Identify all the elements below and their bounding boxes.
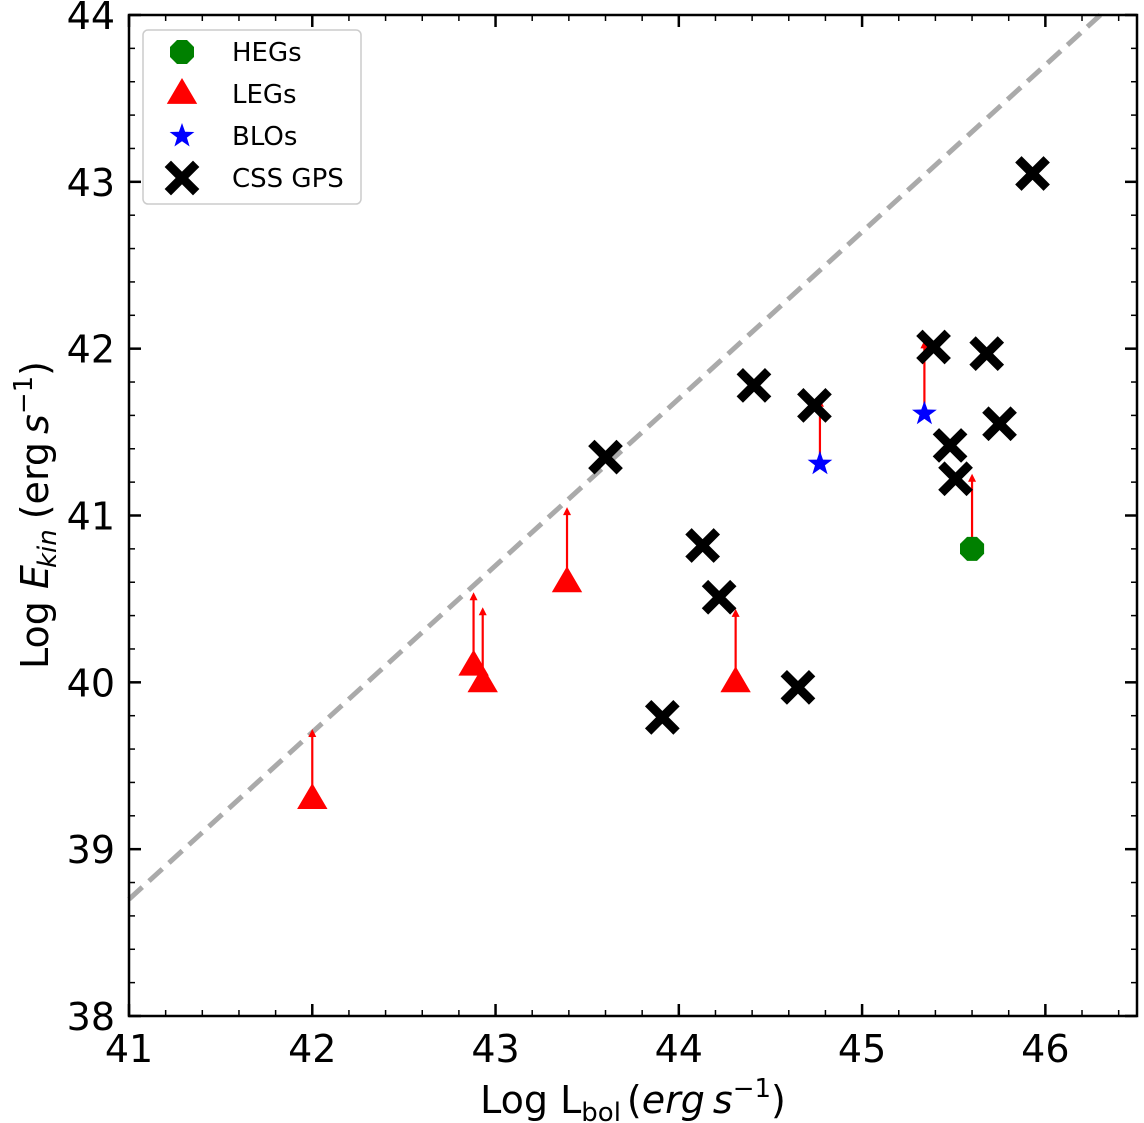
x-tick-label: 43	[471, 1027, 519, 1071]
point-css-gps	[1015, 156, 1050, 191]
legend-marker-blos	[169, 123, 195, 147]
limit-arrow-head	[968, 473, 977, 482]
limit-arrow-head	[920, 340, 929, 349]
reference-line	[127, 13, 1103, 902]
x-tick-label: 42	[288, 1027, 336, 1071]
legend-label: CSS GPS	[232, 164, 344, 194]
point-css-gps	[932, 428, 968, 463]
legend-label: HEGs	[232, 38, 302, 68]
y-axis-label: Log E˙kin(ergs−1)	[0, 361, 63, 669]
point-blos	[807, 450, 833, 475]
limit-arrow-head	[308, 729, 317, 738]
point-css-gps	[938, 461, 973, 497]
y-tick-label: 38	[67, 995, 115, 1039]
limit-arrow-head	[731, 608, 740, 617]
x-axis-label: Log Lbol (erg s−1)	[480, 1074, 786, 1123]
point-legs	[720, 666, 751, 693]
tick-layer: 41 42 43 44 45 46 38 39 40 41 42 43 44	[67, 0, 1137, 1071]
y-tick-label: 44	[67, 0, 115, 38]
point-css-gps	[588, 439, 623, 475]
y-tick-label: 42	[67, 328, 115, 372]
point-css-gps	[644, 700, 680, 735]
legend: HEGs LEGs BLOs CSS GPS	[142, 29, 362, 205]
y-tick-label: 40	[67, 661, 115, 705]
y-tick-label: 43	[67, 161, 115, 205]
x-tick-label: 44	[655, 1027, 703, 1071]
limit-arrow-head	[478, 607, 487, 616]
legend-label: BLOs	[232, 122, 297, 152]
y-tick-label: 41	[67, 495, 115, 539]
point-css-gps	[916, 329, 951, 365]
marker-layer	[297, 156, 1050, 809]
point-css-gps	[685, 528, 721, 563]
x-tick-label: 45	[838, 1027, 886, 1071]
legend-label: LEGs	[232, 80, 297, 110]
legend-box	[142, 29, 362, 205]
x-tick-label: 46	[1021, 1027, 1069, 1071]
point-css-gps	[797, 388, 832, 423]
point-css-gps	[701, 579, 737, 615]
point-legs	[551, 566, 583, 593]
limit-arrow-head	[469, 592, 478, 601]
x-tick-label: 41	[105, 1027, 153, 1071]
legend-marker-hegs	[170, 40, 194, 64]
point-css-gps	[969, 336, 1005, 372]
point-legs	[467, 666, 498, 693]
limit-arrow-head	[563, 507, 572, 516]
y-tick-label: 39	[67, 828, 115, 872]
point-css-gps	[780, 669, 816, 705]
legend-marker-css-gps	[164, 160, 200, 196]
point-blos	[912, 400, 937, 425]
point-css-gps	[736, 368, 772, 403]
point-legs	[297, 783, 328, 809]
point-css-gps	[982, 406, 1017, 442]
reference-line-layer	[127, 13, 1103, 902]
point-hegs	[960, 536, 985, 561]
legend-marker-legs	[166, 78, 198, 104]
